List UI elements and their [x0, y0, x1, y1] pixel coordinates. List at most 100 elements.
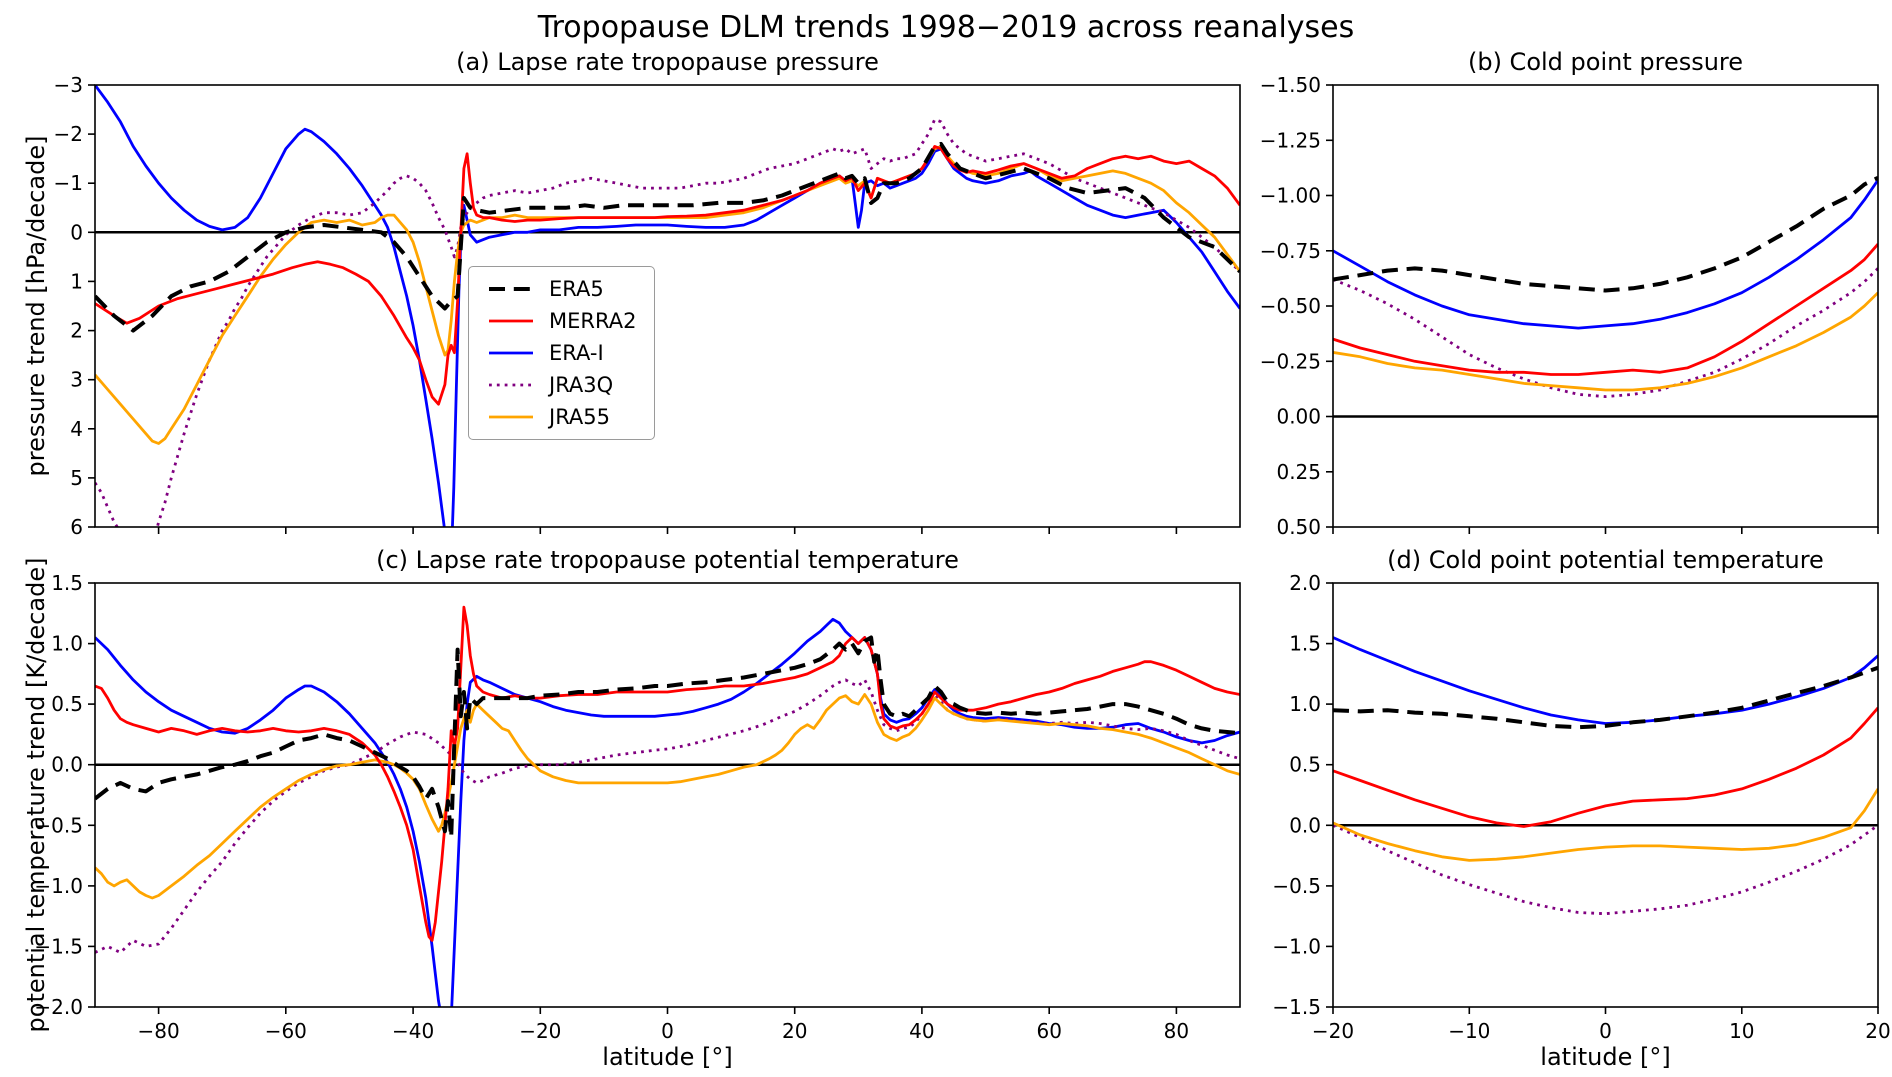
- series-JRA55: [1333, 291, 1878, 392]
- y-tick-label: 1: [70, 269, 83, 293]
- y-ticks: −3 −2 −1 0 1 2 3 4 5 6: [54, 73, 95, 539]
- y-tick-label: −1.50: [1260, 73, 1321, 97]
- legend-entry-ERA-I: ERA-I: [487, 341, 636, 365]
- series-JRA3Q: [95, 118, 1240, 527]
- legend-line-sample-ERA5: [489, 287, 533, 291]
- y-tick-label: 0.25: [1276, 460, 1321, 484]
- y-tick-label: −1.00: [1260, 184, 1321, 208]
- series-JRA3Q: [1333, 267, 1878, 399]
- panel-a: −3 −2 −1 0 1 2 3 4 5 6: [54, 73, 1241, 539]
- legend-label: ERA5: [549, 277, 604, 301]
- x-tick-label: 20: [782, 1019, 807, 1043]
- legend: ERA5 MERRA2 ERA-I JRA3Q JRA55: [468, 266, 656, 440]
- y-tick-label: −0.5: [1272, 874, 1321, 898]
- x-tick-label: −10: [1448, 1019, 1490, 1043]
- panel-c: −80 −60 −40 −20 0 20 40 60 80 1.5 1.0 0.5 0.0 −0.5 −1.…: [34, 571, 1241, 1043]
- legend-line-sample-ERA-I: [489, 351, 533, 355]
- y-tick-label: −1.25: [1260, 128, 1321, 152]
- x-ticks: −80 −60 −40 −20 0 20 40 60 80: [137, 1007, 1189, 1043]
- y-tick-label: −2: [54, 122, 83, 146]
- y-tick-label: −0.5: [34, 813, 83, 837]
- legend-entry-MERRA2: MERRA2: [487, 309, 636, 333]
- series-JRA55: [95, 144, 1240, 445]
- x-tick-label: 80: [1164, 1019, 1189, 1043]
- series-ERA5: [1333, 665, 1878, 730]
- panel-d-xlabel: latitude [°]: [1540, 1043, 1671, 1071]
- y-tick-label: 1.0: [1289, 692, 1321, 716]
- series-ERA-I: [1333, 179, 1878, 330]
- legend-label: JRA3Q: [549, 373, 614, 397]
- y-tick-label: 1.5: [1289, 632, 1321, 656]
- series-group: [95, 605, 1240, 1007]
- legend-entry-JRA3Q: JRA3Q: [487, 373, 636, 397]
- x-tick-label: 0: [661, 1019, 674, 1043]
- x-tick-label: −80: [137, 1019, 179, 1043]
- y-tick-label: −1.0: [34, 874, 83, 898]
- x-tick-label: −20: [1312, 1019, 1354, 1043]
- series-JRA55: [1333, 788, 1878, 862]
- legend-line-sample-JRA3Q: [489, 383, 533, 387]
- y-tick-label: −0.25: [1260, 349, 1321, 373]
- y-tick-label: −1.0: [1272, 934, 1321, 958]
- y-tick-label: 0.50: [1276, 515, 1321, 539]
- axes-frame: [1332, 582, 1879, 1008]
- panel-c-title: (c) Lapse rate tropopause potential temp…: [376, 546, 959, 574]
- y-tick-label: 2: [70, 319, 83, 343]
- series-group: [95, 85, 1240, 527]
- y-tick-label: 1.5: [51, 571, 83, 595]
- x-tick-label: 60: [1036, 1019, 1061, 1043]
- y-tick-label: 4: [70, 417, 83, 441]
- figure-title: Tropopause DLM trends 1998−2019 across r…: [537, 10, 1355, 45]
- axes-frame: [94, 582, 1241, 1008]
- y-tick-label: −1: [54, 171, 83, 195]
- x-ticks: −20 −10 0 10 20: [1312, 1007, 1891, 1043]
- series-JRA3Q: [1333, 824, 1878, 916]
- y-ticks: 2.0 1.5 1.0 0.5 0.0 −0.5 −1.0 −1.5: [1272, 571, 1333, 1019]
- series-MERRA2: [95, 605, 1240, 942]
- y-tick-label: −1.5: [34, 934, 83, 958]
- series-ERA5: [95, 635, 1240, 840]
- x-tick-label: −20: [519, 1019, 561, 1043]
- y-ticks: −1.50 −1.25 −1.00 −0.75 −0.50 −0.25 0.00 0.25 0.…: [1260, 73, 1333, 539]
- legend-entry-ERA5: ERA5: [487, 277, 636, 301]
- panel-a-title: (a) Lapse rate tropopause pressure: [456, 48, 879, 76]
- y-tick-label: 2.0: [1289, 571, 1321, 595]
- series-ERA-I: [95, 617, 1240, 1007]
- panel-d: −20 −10 0 10 20 2.0 1.5 1.0 0.5 0.0 −0.5 −1.0 −1.5: [1272, 571, 1890, 1043]
- y-tick-label: 6: [70, 515, 83, 539]
- x-ticks: [157, 527, 1178, 534]
- legend-line-sample-MERRA2: [489, 319, 533, 323]
- series-ERA5: [95, 141, 1240, 333]
- y-tick-label: 3: [70, 368, 83, 392]
- x-tick-label: 0: [1599, 1019, 1612, 1043]
- y-tick-label: 0.5: [1289, 753, 1321, 777]
- x-ticks: [1332, 527, 1879, 534]
- panel-c-xlabel: latitude [°]: [602, 1043, 733, 1071]
- series-ERA5: [1333, 176, 1878, 293]
- y-tick-label: −0.75: [1260, 239, 1321, 263]
- series-group: [1333, 176, 1878, 399]
- y-tick-label: 0: [70, 220, 83, 244]
- x-tick-label: −40: [392, 1019, 434, 1043]
- panel-b-title: (b) Cold point pressure: [1467, 48, 1744, 76]
- legend-label: JRA55: [549, 405, 611, 429]
- legend-label: MERRA2: [549, 309, 637, 333]
- series-JRA55: [95, 693, 1240, 900]
- y-ticks: 1.5 1.0 0.5 0.0 −0.5 −1.0 −1.5 −2.0: [34, 571, 95, 1019]
- y-tick-label: 5: [70, 466, 83, 490]
- panel-b: −1.50 −1.25 −1.00 −0.75 −0.50 −0.25 0.00 0.25 0.…: [1260, 73, 1879, 539]
- series-JRA3Q: [95, 678, 1240, 954]
- y-tick-label: 0.0: [1289, 813, 1321, 837]
- x-tick-label: 20: [1865, 1019, 1890, 1043]
- series-MERRA2: [1333, 243, 1878, 376]
- legend-line-sample-JRA55: [489, 415, 533, 419]
- legend-label: ERA-I: [549, 341, 604, 365]
- series-group: [1333, 636, 1878, 916]
- x-tick-label: −60: [265, 1019, 307, 1043]
- y-tick-label: 0.0: [51, 753, 83, 777]
- series-MERRA2: [95, 144, 1240, 406]
- axes-frame: [94, 84, 1241, 528]
- x-tick-label: 40: [909, 1019, 934, 1043]
